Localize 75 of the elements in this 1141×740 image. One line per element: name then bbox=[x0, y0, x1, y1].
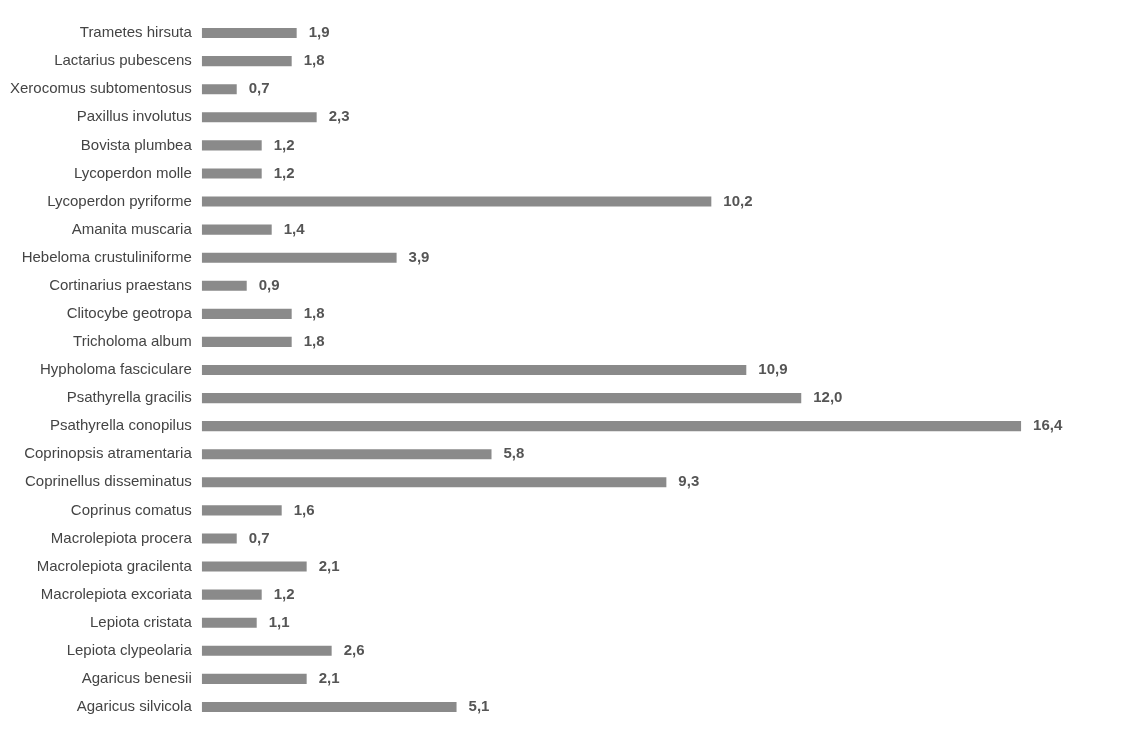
bar bbox=[201, 364, 747, 376]
bar bbox=[201, 140, 262, 151]
y-tick-label: Hypholoma fasciculare bbox=[40, 360, 192, 378]
data-label: 12,0 bbox=[813, 388, 843, 406]
data-label: 1,1 bbox=[268, 612, 290, 630]
bar bbox=[201, 449, 492, 460]
y-tick-label: Coprinus comatus bbox=[70, 500, 192, 518]
y-tick-label: Coprinellus disseminatus bbox=[25, 472, 192, 490]
y-tick-label: Lycoperdon pyriforme bbox=[47, 191, 192, 209]
bar bbox=[201, 168, 262, 179]
data-label: 0,7 bbox=[248, 528, 270, 546]
data-label: 5,8 bbox=[503, 444, 525, 462]
data-label: 1,6 bbox=[293, 500, 315, 518]
bar bbox=[201, 645, 332, 656]
data-label: 3,9 bbox=[408, 247, 430, 265]
data-label: 1,2 bbox=[273, 163, 295, 181]
y-tick-label: Lycoperdon molle bbox=[73, 163, 192, 181]
y-tick-label: Lepiota clypeolaria bbox=[66, 640, 193, 658]
y-tick-label: Paxillus involutus bbox=[76, 107, 192, 125]
data-label: 9,3 bbox=[678, 472, 700, 490]
data-label: 2,6 bbox=[343, 640, 365, 658]
data-label: 1,8 bbox=[303, 303, 325, 321]
bar bbox=[201, 252, 397, 263]
data-label: 0,9 bbox=[258, 275, 280, 293]
bar bbox=[201, 533, 237, 544]
bar bbox=[201, 27, 297, 39]
data-label: 2,3 bbox=[328, 107, 350, 125]
data-label: 5,1 bbox=[468, 697, 490, 715]
y-tick-label: Agaricus benesii bbox=[81, 669, 192, 687]
bar bbox=[201, 224, 272, 235]
y-tick-label: Bovista plumbea bbox=[80, 135, 193, 153]
data-label: 1,8 bbox=[303, 51, 325, 69]
data-label: 1,2 bbox=[273, 584, 295, 602]
bar bbox=[201, 701, 457, 713]
bar bbox=[201, 280, 247, 291]
data-label: 2,1 bbox=[318, 669, 340, 687]
y-tick-label: Clitocybe geotropa bbox=[66, 303, 193, 321]
y-tick-label: Tricholoma album bbox=[73, 332, 192, 350]
bar bbox=[201, 421, 1022, 432]
y-tick-label: Psathyrella conopilus bbox=[50, 416, 192, 434]
bar bbox=[201, 393, 802, 404]
data-label: 1,9 bbox=[308, 23, 330, 41]
bar bbox=[201, 112, 317, 123]
y-tick-label: Lepiota cristata bbox=[90, 612, 193, 630]
y-tick-label: Hebeloma crustuliniforme bbox=[21, 247, 192, 265]
bar bbox=[201, 56, 292, 67]
bar bbox=[201, 336, 292, 347]
y-tick-label: Agaricus silvicola bbox=[76, 697, 193, 715]
y-tick-label: Lactarius pubescens bbox=[54, 51, 192, 69]
bar bbox=[201, 196, 712, 207]
y-tick-label: Trametes hirsuta bbox=[79, 23, 193, 41]
y-tick-label: Macrolepiota gracilenta bbox=[36, 556, 193, 574]
data-label: 1,8 bbox=[303, 332, 325, 350]
data-label: 10,9 bbox=[758, 360, 788, 378]
data-label: 16,4 bbox=[1033, 416, 1063, 434]
y-tick-label: Amanita muscaria bbox=[71, 219, 193, 237]
bar bbox=[201, 561, 307, 572]
bar bbox=[201, 589, 262, 600]
y-tick-label: Coprinopsis atramentaria bbox=[24, 444, 193, 462]
bar bbox=[201, 84, 237, 95]
bar bbox=[201, 308, 292, 319]
y-tick-label: Cortinarius praestans bbox=[49, 275, 192, 293]
data-label: 0,7 bbox=[248, 79, 270, 97]
bar bbox=[201, 477, 667, 488]
bar bbox=[201, 673, 307, 684]
y-tick-label: Psathyrella gracilis bbox=[66, 388, 192, 406]
bar bbox=[201, 505, 282, 516]
data-label: 2,1 bbox=[318, 556, 340, 574]
data-label: 1,2 bbox=[273, 135, 295, 153]
y-tick-label: Macrolepiota procera bbox=[50, 528, 193, 546]
data-label: 10,2 bbox=[723, 191, 753, 209]
y-tick-label: Macrolepiota excoriata bbox=[40, 584, 193, 602]
bar bbox=[201, 617, 257, 628]
data-label: 1,4 bbox=[283, 219, 306, 237]
y-tick-label: Xerocomus subtomentosus bbox=[9, 79, 192, 97]
